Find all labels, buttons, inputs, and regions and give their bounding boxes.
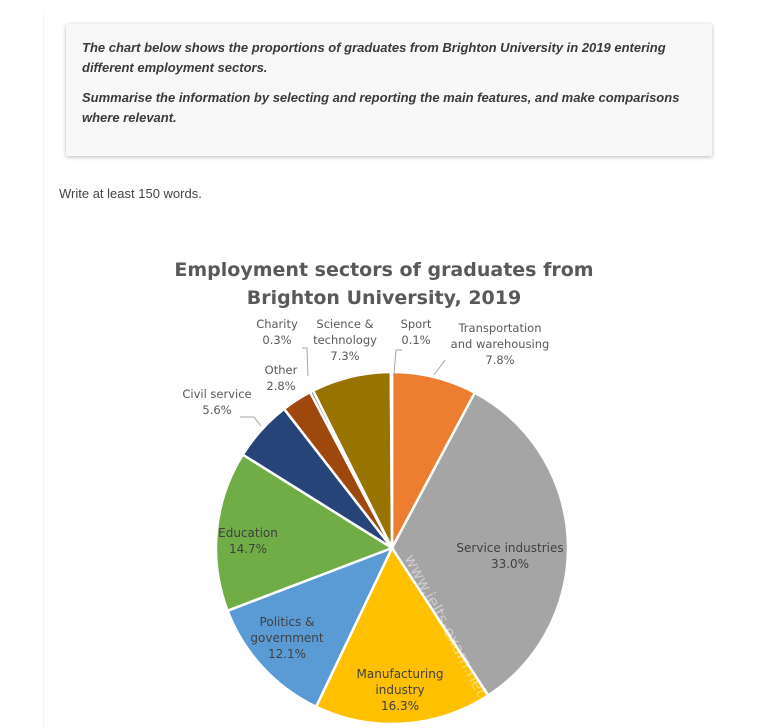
data-label-education: Education 14.7% xyxy=(218,526,278,556)
chart-title: Employment sectors of graduates from Bri… xyxy=(0,256,768,312)
svg-text:industry: industry xyxy=(375,683,424,697)
svg-text:7.3%: 7.3% xyxy=(330,349,359,363)
svg-text:government: government xyxy=(250,631,323,645)
svg-text:7.8%: 7.8% xyxy=(485,353,514,367)
task-instruction: Summarise the information by selecting a… xyxy=(82,90,680,125)
data-label-other: Other 2.8% xyxy=(265,363,298,393)
svg-text:0.1%: 0.1% xyxy=(401,333,430,347)
data-label-politics-government: Politics & government 12.1% xyxy=(250,615,323,661)
pie-slice xyxy=(389,370,394,549)
svg-text:and warehousing: and warehousing xyxy=(451,337,550,351)
pie-chart: Employment sectors of graduates from Bri… xyxy=(0,240,768,728)
pie-slice xyxy=(314,545,490,726)
svg-text:Education: Education xyxy=(218,526,278,540)
data-label-service-industries: Service industries 33.0% xyxy=(456,541,563,571)
svg-text:2.8%: 2.8% xyxy=(266,379,295,393)
svg-text:14.7%: 14.7% xyxy=(229,542,267,556)
svg-text:Transportation: Transportation xyxy=(457,321,541,335)
leader-line xyxy=(240,416,262,427)
data-label-transportation-and-warehousing: Transportation and warehousing 7.8% xyxy=(433,321,550,376)
task-prompt-box: The chart below shows the proportions of… xyxy=(66,24,712,156)
svg-text:12.1%: 12.1% xyxy=(268,647,306,661)
leader-line xyxy=(302,347,309,377)
page-left-rule xyxy=(43,14,44,728)
svg-text:5.6%: 5.6% xyxy=(202,403,231,417)
svg-text:Sport: Sport xyxy=(401,317,432,331)
svg-text:16.3%: 16.3% xyxy=(381,699,419,713)
data-label-charity: Charity 0.3% xyxy=(256,317,309,377)
pie-slice xyxy=(214,452,395,613)
leader-line xyxy=(393,349,402,375)
data-label-civil-service: Civil service 5.6% xyxy=(182,387,262,427)
svg-text:Politics &: Politics & xyxy=(260,615,315,629)
data-label-science-technology: Science & technology 7.3% xyxy=(313,317,377,363)
word-count-instruction: Write at least 150 words. xyxy=(59,186,202,201)
task-prompt: The chart below shows the proportions of… xyxy=(82,40,666,75)
svg-text:Charity: Charity xyxy=(256,317,298,331)
leader-line xyxy=(433,359,446,376)
data-label-manufacturing-industry: Manufacturing industry 16.3% xyxy=(357,667,444,713)
svg-text:Other: Other xyxy=(265,363,298,377)
svg-text:technology: technology xyxy=(313,333,377,347)
chart-title-line-2: Brighton University, 2019 xyxy=(246,287,522,309)
data-label-sport: Sport 0.1% xyxy=(393,317,432,375)
svg-text:33.0%: 33.0% xyxy=(491,557,529,571)
svg-text:Civil service: Civil service xyxy=(182,387,251,401)
pie-slice xyxy=(225,545,395,709)
svg-text:Science &: Science & xyxy=(316,317,373,331)
chart-title-line-1: Employment sectors of graduates from xyxy=(174,259,594,281)
svg-text:Manufacturing: Manufacturing xyxy=(357,667,444,681)
pie-slice xyxy=(390,391,570,698)
svg-text:0.3%: 0.3% xyxy=(262,333,291,347)
svg-text:Service industries: Service industries xyxy=(456,541,563,555)
